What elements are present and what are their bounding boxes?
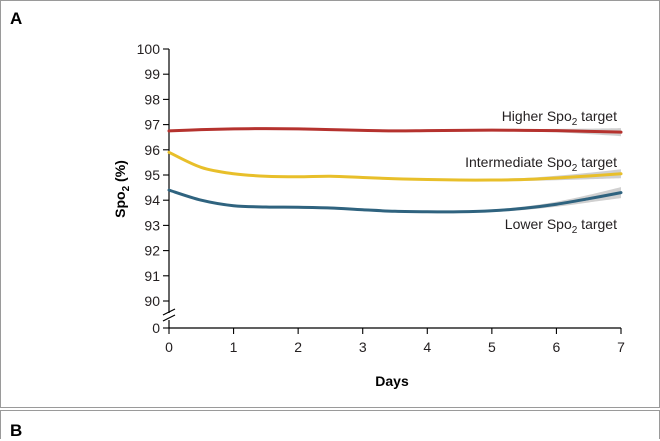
x-tick-label: 3	[359, 339, 367, 355]
higher-series-line	[167, 127, 623, 134]
axis-break-mark	[162, 314, 176, 322]
y-tick-label: 97	[144, 117, 160, 133]
y-tick-label: 91	[144, 268, 160, 284]
spo2-line-chart: 90 91 92 93 94 95 96 97 98 99 100 00 1 2 3 4 5 6 7 Days Spo2…	[112, 41, 625, 389]
x-tick-label: 4	[423, 339, 431, 355]
y-tick-label: 0	[152, 320, 160, 336]
y-tick-label: 94	[144, 192, 160, 208]
higher-series-label: Higher Spo2 target	[502, 108, 617, 128]
intermediate-series-label: Intermediate Spo2 target	[465, 154, 617, 174]
y-tick-label: 95	[144, 167, 160, 183]
y-tick-label: 93	[144, 217, 160, 233]
x-axis-label: Days	[375, 373, 409, 389]
y-axis-label: Spo2 (%)	[112, 160, 132, 218]
panel-b: B	[0, 410, 660, 440]
lower-confidence-band	[169, 187, 621, 213]
x-tick-label: 2	[294, 339, 302, 355]
y-tick-label: 100	[137, 41, 161, 57]
axis-break-mark	[162, 308, 176, 316]
y-tick-label: 99	[144, 66, 160, 82]
panel-a-label: A	[10, 9, 23, 28]
y-tick-label: 90	[144, 293, 160, 309]
x-tick-label: 1	[230, 339, 238, 355]
y-tick-label: 92	[144, 243, 160, 259]
panel-a: A 90 91 92 93 94 95 96 97 98 99 100 0 0 1 2 3 4 5 6 7 Days Sp…	[0, 0, 660, 408]
x-tick-label: 0	[165, 339, 173, 355]
intermediate-series-line	[167, 150, 623, 182]
panel-b-label: B	[10, 421, 23, 440]
lower-series-label: Lower Spo2 target	[505, 216, 617, 236]
lower-series-line	[167, 188, 623, 214]
y-tick-label: 98	[144, 91, 160, 107]
x-tick-label: 5	[488, 339, 496, 355]
x-tick-label: 6	[553, 339, 561, 355]
y-tick-label: 96	[144, 142, 160, 158]
x-tick-label: 7	[617, 339, 625, 355]
